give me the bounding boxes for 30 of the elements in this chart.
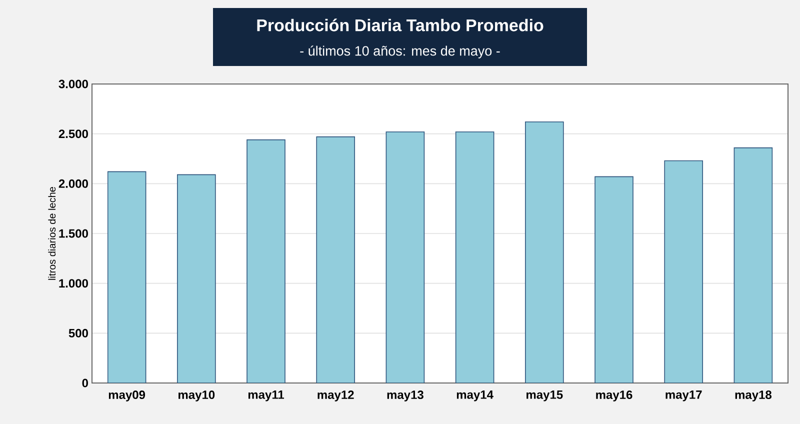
x-tick-label: may10 [178, 390, 215, 402]
x-tick-label: may14 [456, 390, 494, 402]
bar [316, 136, 356, 383]
bar [455, 131, 494, 383]
y-tick-label: 0 [82, 378, 88, 388]
bar [107, 171, 146, 383]
x-tick-label: may11 [248, 390, 284, 402]
bar [386, 131, 425, 383]
y-tick-label: 500 [68, 328, 88, 338]
bar [734, 147, 773, 383]
x-tick-label: may12 [318, 390, 354, 402]
x-tick-label: may18 [735, 390, 772, 402]
bar [664, 160, 704, 383]
bar [525, 121, 564, 383]
y-tick-label: 2.000 [58, 179, 88, 188]
bar [177, 174, 216, 383]
y-tick-label: 1.000 [59, 279, 88, 288]
chart-title: Producción Diaria Tambo Promedio [257, 18, 544, 32]
chart-subtitle: - últimos 10 años: mes de mayo - [300, 46, 500, 58]
y-axis-title: litros diarios de leche [48, 187, 56, 280]
x-tick-label: may09 [108, 390, 146, 402]
bar [246, 139, 286, 383]
y-tick-label: 2.500 [58, 130, 88, 138]
y-tick-label: 3.000 [58, 80, 88, 88]
x-tick-label: may17 [666, 390, 702, 402]
x-tick-label: may16 [596, 390, 632, 402]
x-tick-label: may15 [526, 390, 563, 402]
bar [594, 176, 634, 383]
y-tick-label: 1.500 [59, 229, 88, 238]
x-tick-label: may13 [387, 390, 424, 402]
